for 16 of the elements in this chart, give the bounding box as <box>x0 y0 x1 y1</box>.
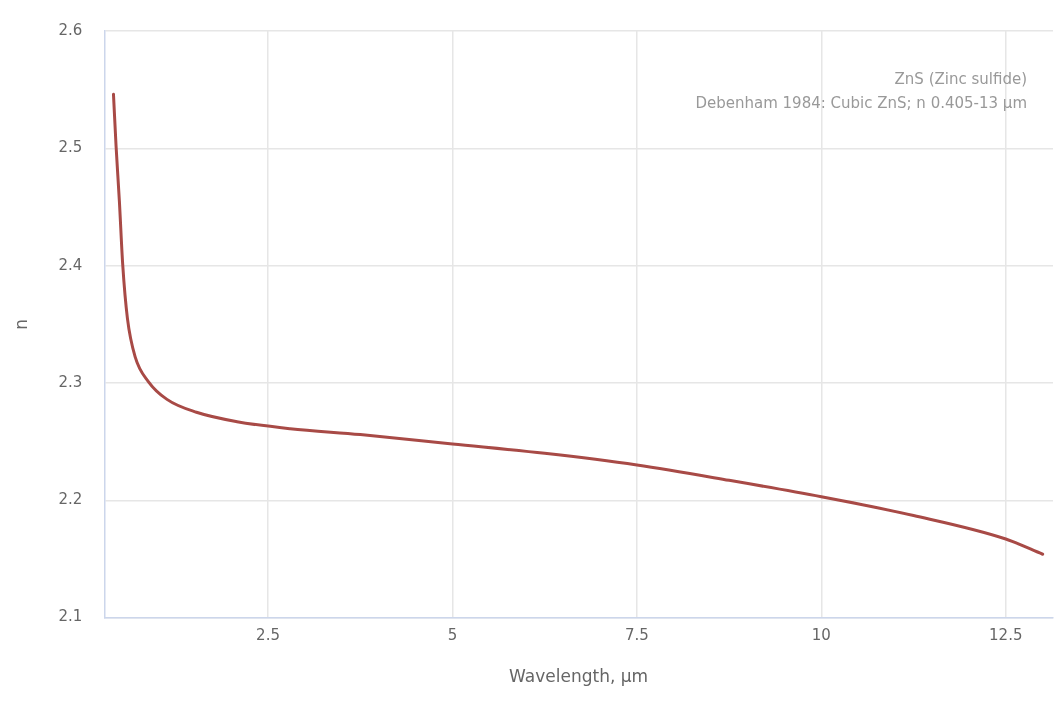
x-tick-label: 5 <box>447 626 458 645</box>
y-axis-title: n <box>10 318 31 330</box>
y-tick-label: 2.3 <box>58 372 83 391</box>
y-tick-label: 2.2 <box>58 490 83 509</box>
y-tick-label: 2.4 <box>58 255 83 274</box>
x-tick-label: 2.5 <box>256 626 280 645</box>
y-tick-label: 2.1 <box>58 607 83 626</box>
y-tick-label: 2.5 <box>58 138 83 157</box>
x-tick-label: 12.5 <box>989 626 1023 645</box>
annotation: Debenham 1984: Cubic ZnS; n 0.405-13 µm <box>695 94 1027 113</box>
x-axis-title: Wavelength, µm <box>509 666 649 687</box>
line-series <box>111 92 1045 556</box>
x-tick-label: 7.5 <box>624 626 649 645</box>
y-tick-label: 2.6 <box>58 20 83 39</box>
x-tick-label: 10 <box>811 626 831 645</box>
annotation: ZnS (Zinc sulfide) <box>894 70 1027 89</box>
